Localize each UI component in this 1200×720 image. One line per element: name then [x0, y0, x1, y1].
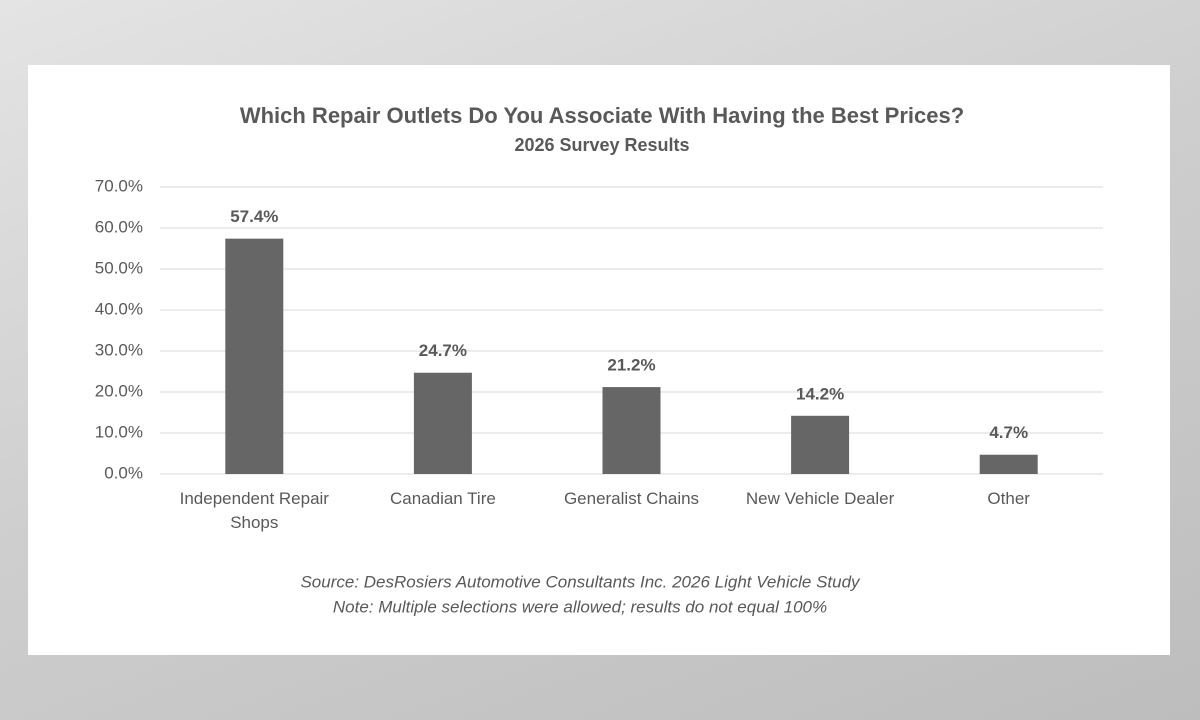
- x-tick-label: Independent Repair Shops: [179, 489, 329, 532]
- bar: [791, 415, 850, 474]
- footnote: Note: Multiple selections were allowed; …: [333, 597, 827, 616]
- chart-card: [28, 65, 1170, 655]
- bar: [413, 372, 472, 474]
- y-tick-label: 0.0%: [104, 463, 143, 482]
- data-label: 14.2%: [796, 384, 844, 403]
- bar: [979, 454, 1038, 474]
- data-label: 24.7%: [419, 341, 467, 360]
- y-tick-label: 50.0%: [95, 258, 143, 277]
- x-tick-label: New Vehicle Dealer: [745, 489, 895, 508]
- data-label: 21.2%: [607, 356, 655, 375]
- chart-title: Which Repair Outlets Do You Associate Wi…: [240, 103, 964, 128]
- y-tick-label: 60.0%: [95, 217, 143, 236]
- data-label: 57.4%: [230, 207, 278, 226]
- y-tick-label: 40.0%: [95, 299, 143, 318]
- y-tick-label: 20.0%: [95, 381, 143, 400]
- bar: [602, 387, 661, 474]
- x-tick-label: Generalist Chains: [563, 489, 700, 508]
- chart-subtitle: 2026 Survey Results: [514, 135, 689, 155]
- data-label: 4.7%: [989, 423, 1028, 442]
- y-tick-label: 70.0%: [95, 176, 143, 195]
- x-tick-label: Other: [987, 489, 1030, 508]
- y-tick-label: 30.0%: [95, 340, 143, 359]
- x-tick-label: Canadian Tire: [389, 489, 496, 508]
- y-tick-label: 10.0%: [95, 422, 143, 441]
- bar: [225, 238, 284, 474]
- source-note: Source: DesRosiers Automotive Consultant…: [300, 572, 861, 591]
